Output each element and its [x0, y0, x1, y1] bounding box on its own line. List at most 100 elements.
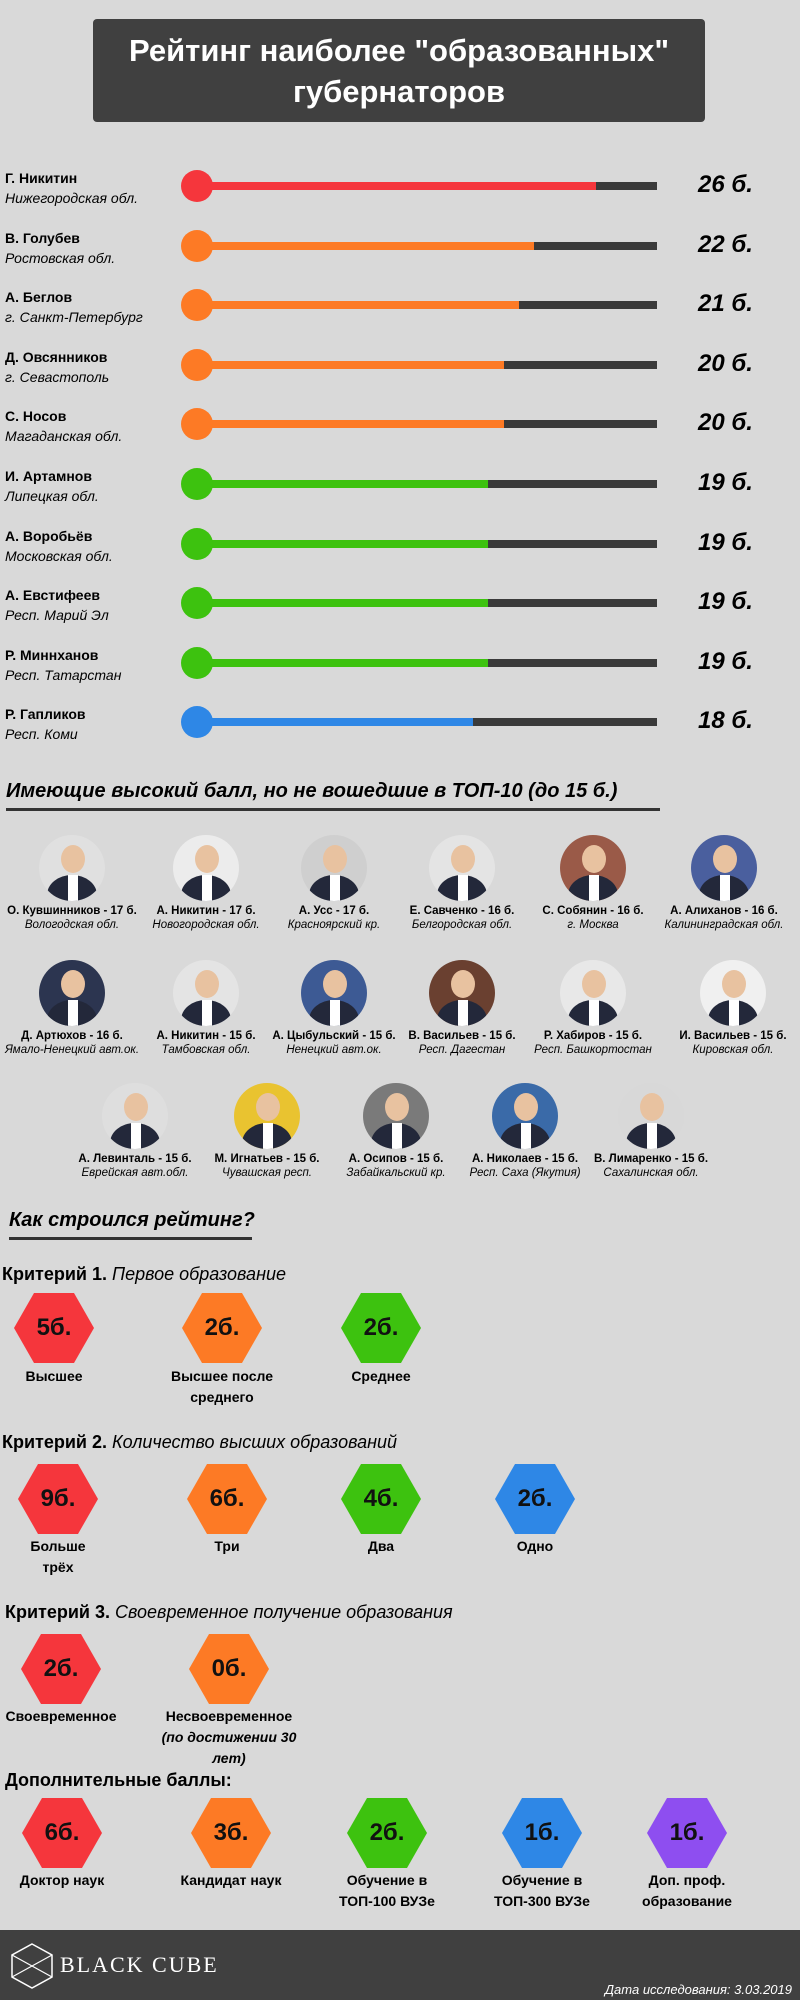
avatar — [691, 835, 757, 901]
governor-name: А. Никитин - 15 б. — [156, 1030, 256, 1042]
governor-card: Д. Артюхов - 16 б. Ямало-Ненецкий авт.ок. — [2, 960, 142, 1056]
governor-region: Московская обл. — [5, 547, 113, 564]
avatar — [560, 960, 626, 1026]
governor-region: Респ. Татарстан — [5, 666, 122, 683]
governor-name: Г. Никитин — [5, 170, 78, 186]
governor-region: Тамбовская обл. — [161, 1044, 251, 1056]
governor-name: Д. Овсянников — [5, 348, 108, 365]
avatar — [429, 835, 495, 901]
section-others-title: Имеющие высокий балл, но не вошедшие в Т… — [6, 780, 618, 802]
points-label-line1: Одно — [516, 1538, 554, 1554]
points-value: 2б. — [363, 1314, 399, 1341]
governor-name: Р. Гапликов — [5, 706, 86, 723]
bar-fill — [197, 182, 596, 190]
points-hexagon: 0б. — [189, 1634, 269, 1704]
points-value: 2б. — [517, 1485, 553, 1512]
extra-title: Дополнительные баллы: — [5, 1770, 232, 1790]
governor-name: Р. Хабиров - 15 б. — [543, 1030, 643, 1042]
avatar — [700, 960, 766, 1026]
points-label-line1: Высшее после — [170, 1368, 274, 1384]
research-date: Дата исследования: 3.03.2019 — [604, 1982, 792, 1997]
points-value: 1б. — [669, 1819, 705, 1846]
points-label: Кандидат наук — [156, 1870, 306, 1891]
points-hexagon: 2б. — [347, 1798, 427, 1868]
governor-card: О. Кувшинников - 17 б. Вологодская обл. — [2, 835, 142, 931]
points-value: 9б. — [40, 1485, 76, 1512]
governor-name: А. Евстифеев — [5, 587, 100, 604]
criterion-number: Критерий 2. — [2, 1432, 108, 1452]
score-label: 26 б. — [698, 171, 753, 198]
points-label: Три — [152, 1536, 302, 1557]
bar-track — [197, 599, 657, 608]
points-value: 6б. — [44, 1819, 80, 1846]
avatar — [429, 960, 495, 1026]
governor-region: Респ. Саха (Якутия) — [469, 1167, 581, 1179]
governor-name: В. Васильев - 15 б. — [408, 1030, 516, 1042]
points-hexagon: 2б. — [341, 1293, 421, 1363]
bar-track — [197, 360, 657, 369]
ranking-row: А. Воробьёв Московская обл. 19 б. — [0, 527, 800, 588]
score-label: 20 б. — [698, 349, 753, 377]
avatar — [301, 835, 367, 901]
points-label-line1: Больше — [30, 1538, 86, 1554]
bar-fill — [197, 658, 489, 667]
bar-track — [197, 480, 657, 488]
bar-dot — [181, 468, 213, 500]
score-label: 20 б. — [698, 409, 753, 437]
bar-track — [197, 718, 657, 727]
governor-card: В. Васильев - 15 б. Респ. Дагестан — [392, 960, 532, 1056]
ranking-row: В. Голубев Ростовская обл. 22 б. — [0, 229, 800, 290]
governor-card: А. Усс - 17 б. Красноярский кр. — [264, 835, 404, 931]
governor-name: И. Артамнов — [5, 468, 92, 484]
criterion-heading: Критерий 3. Своевременное получение обра… — [5, 1602, 453, 1623]
ranking-row: Д. Овсянников г. Севастополь 20 б. — [0, 348, 800, 409]
governor-region: Респ. Дагестан — [418, 1044, 506, 1056]
footer: BLACK CUBE Дата исследования: 3.03.2019 — [0, 1930, 800, 2000]
governor-name: В. Голубев — [5, 229, 80, 246]
governor-region: г. Москва — [567, 919, 619, 931]
bar-fill — [197, 539, 489, 548]
criterion-text: Количество высших образований — [112, 1432, 398, 1452]
points-value: 0б. — [211, 1655, 247, 1682]
governor-name: Р. Миннханов — [5, 646, 99, 663]
bar-track — [197, 658, 657, 667]
governor-region: Белгородская обл. — [411, 919, 513, 931]
points-value: 4б. — [363, 1485, 399, 1512]
governor-region: г. Санкт-Петербург — [5, 309, 143, 326]
points-label-line2: (по достижении 30 лет) — [161, 1729, 297, 1766]
bar-fill — [197, 301, 519, 310]
governor-card: А. Цыбульский - 15 б. Ненецкий авт.ок. — [264, 960, 404, 1056]
governor-name: А. Усс - 17 б. — [298, 905, 370, 917]
points-label: Доп. проф. образование — [612, 1870, 762, 1912]
criterion-text: Первое образование — [112, 1264, 286, 1284]
bar-dot — [181, 289, 213, 322]
governor-region: Чувашская респ. — [221, 1167, 313, 1179]
governor-name: А. Алиханов - 16 б. — [670, 905, 778, 917]
bar-fill — [197, 360, 504, 369]
governor-region: г. Севастополь — [5, 368, 110, 385]
governor-name: И. Васильев - 15 б. — [679, 1030, 787, 1042]
points-hexagon: 3б. — [191, 1798, 271, 1868]
points-label-line1: Доктор наук — [19, 1872, 105, 1888]
governor-card: А. Никитин - 17 б. Новогородская обл. — [136, 835, 276, 931]
governor-name: А. Никитин - 17 б. — [156, 905, 256, 917]
bar-dot — [181, 646, 213, 679]
points-label-line1: Несвоевременное — [165, 1708, 293, 1724]
score-label: 18 б. — [698, 707, 753, 735]
points-label-line2: трёх — [42, 1559, 74, 1575]
points-label-line1: Обучение в — [501, 1872, 583, 1888]
governor-card: А. Осипов - 15 б. Забайкальский кр. — [326, 1083, 466, 1179]
criterion-heading: Критерий 2. Количество высших образовани… — [2, 1432, 397, 1453]
points-label: Высшее после среднего — [147, 1366, 297, 1408]
points-label: Одно — [460, 1536, 610, 1557]
governor-card: В. Лимаренко - 15 б. Сахалинская обл. — [581, 1083, 721, 1179]
points-label-line1: Среднее — [351, 1368, 411, 1384]
points-hexagon: 6б. — [187, 1464, 267, 1534]
governor-region: Респ. Марий Эл — [5, 607, 109, 624]
avatar — [173, 960, 239, 1026]
ranking-row: А. Евстифеев Респ. Марий Эл 19 б. — [0, 587, 800, 647]
bar-dot — [181, 170, 213, 202]
bar-dot — [181, 587, 213, 620]
points-label-line2: ТОП-300 ВУЗе — [494, 1893, 590, 1909]
criterion-heading: Критерий 1. Первое образование — [2, 1264, 286, 1285]
